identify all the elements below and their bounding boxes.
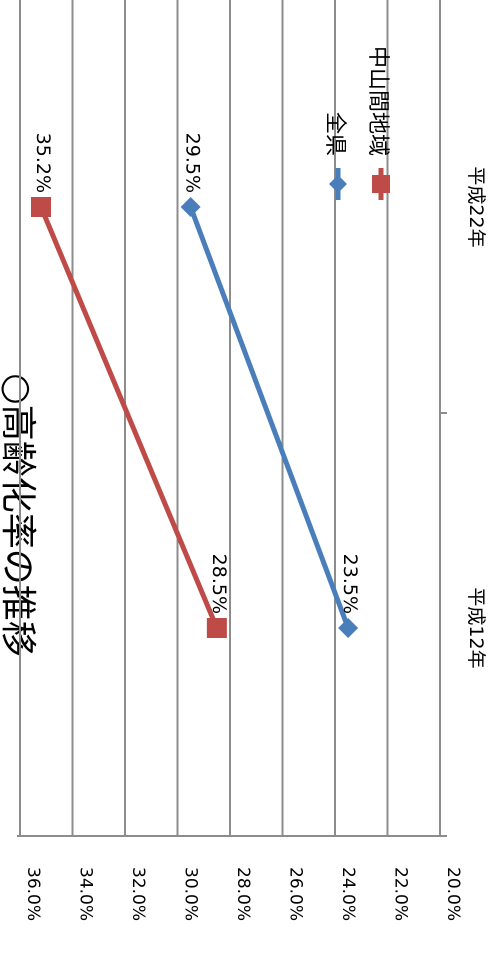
data-point <box>31 197 51 217</box>
data-label: 23.5% <box>339 554 361 614</box>
y-tick-label: 34.0% <box>76 867 96 921</box>
legend-marker <box>329 175 347 193</box>
series-2: 28.5% 35.2% <box>31 133 230 638</box>
legend-label: 全県 <box>322 112 347 156</box>
series: 23.5% 29.5% 28.5% 35.2% <box>31 133 361 638</box>
data-point <box>338 618 359 638</box>
series-line <box>188 206 351 629</box>
legend-marker <box>372 175 390 193</box>
series-line <box>38 206 220 629</box>
y-tick-label: 24.0% <box>338 867 358 921</box>
series-1: 23.5% 29.5% <box>180 133 361 638</box>
data-label: 29.5% <box>182 133 204 193</box>
y-tick-label: 32.0% <box>128 867 148 921</box>
y-tick-label: 22.0% <box>391 867 411 921</box>
legend-item: 中山間地域 <box>365 46 390 200</box>
axes: 20.0% 22.0% 24.0% 26.0% 28.0% 30.0% 32.0% 34.0%… <box>17 0 487 921</box>
legend-label: 中山間地域 <box>365 46 390 156</box>
x-tick-label: 平成12年 <box>465 587 487 668</box>
data-point <box>180 197 201 217</box>
y-tick-label: 28.0% <box>233 867 253 921</box>
y-tick-label: 30.0% <box>181 867 201 921</box>
y-tick-label: 36.0% <box>23 867 43 921</box>
gridlines <box>19 0 389 836</box>
legend: 全県 中山間地域 <box>322 46 390 200</box>
data-point <box>206 618 227 638</box>
data-label: 28.5% <box>208 554 230 614</box>
legend-item: 全県 <box>322 112 347 200</box>
y-tick-label: 26.0% <box>286 867 306 921</box>
y-tick-label: 20.0% <box>443 867 463 921</box>
data-label: 35.2% <box>32 133 54 193</box>
x-tick-label: 平成22年 <box>465 166 487 247</box>
